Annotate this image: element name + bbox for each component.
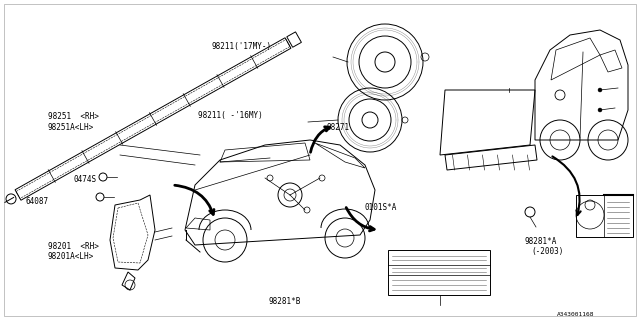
Circle shape <box>267 175 273 181</box>
Text: 0101S*A: 0101S*A <box>365 204 397 212</box>
Circle shape <box>598 108 602 112</box>
Text: 98281*A: 98281*A <box>525 237 557 246</box>
Text: 98201A<LH>: 98201A<LH> <box>48 252 94 261</box>
Text: 98251  <RH>: 98251 <RH> <box>48 112 99 121</box>
Text: A343001168: A343001168 <box>557 312 595 317</box>
Text: 98271: 98271 <box>326 124 349 132</box>
Circle shape <box>319 175 325 181</box>
Text: 0474S: 0474S <box>74 175 97 184</box>
Circle shape <box>598 88 602 92</box>
Text: 98211( -'16MY): 98211( -'16MY) <box>198 111 263 120</box>
Text: 98211('17MY-): 98211('17MY-) <box>211 42 271 51</box>
Text: 64087: 64087 <box>26 197 49 206</box>
Text: (-2003): (-2003) <box>531 247 564 256</box>
Text: 98281*B: 98281*B <box>269 297 301 306</box>
Circle shape <box>555 90 565 100</box>
Circle shape <box>304 207 310 213</box>
Text: 98201  <RH>: 98201 <RH> <box>48 242 99 251</box>
Text: 98251A<LH>: 98251A<LH> <box>48 124 94 132</box>
